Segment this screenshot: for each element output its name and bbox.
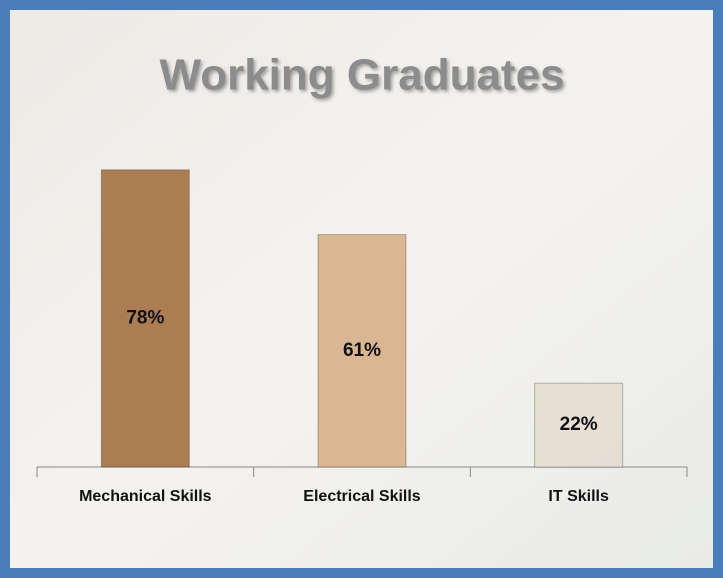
value-label: 61%: [343, 340, 381, 361]
x-tick-label: Mechanical Skills: [79, 488, 212, 505]
bar: [317, 234, 407, 468]
value-label: 78%: [126, 307, 164, 328]
bar: [534, 382, 624, 468]
chart-title: Working Graduates: [159, 51, 564, 100]
x-tick-label: IT Skills: [548, 488, 609, 505]
value-label: 22%: [560, 414, 598, 435]
x-tick-label: Electrical Skills: [303, 488, 421, 505]
bar: [100, 169, 190, 468]
